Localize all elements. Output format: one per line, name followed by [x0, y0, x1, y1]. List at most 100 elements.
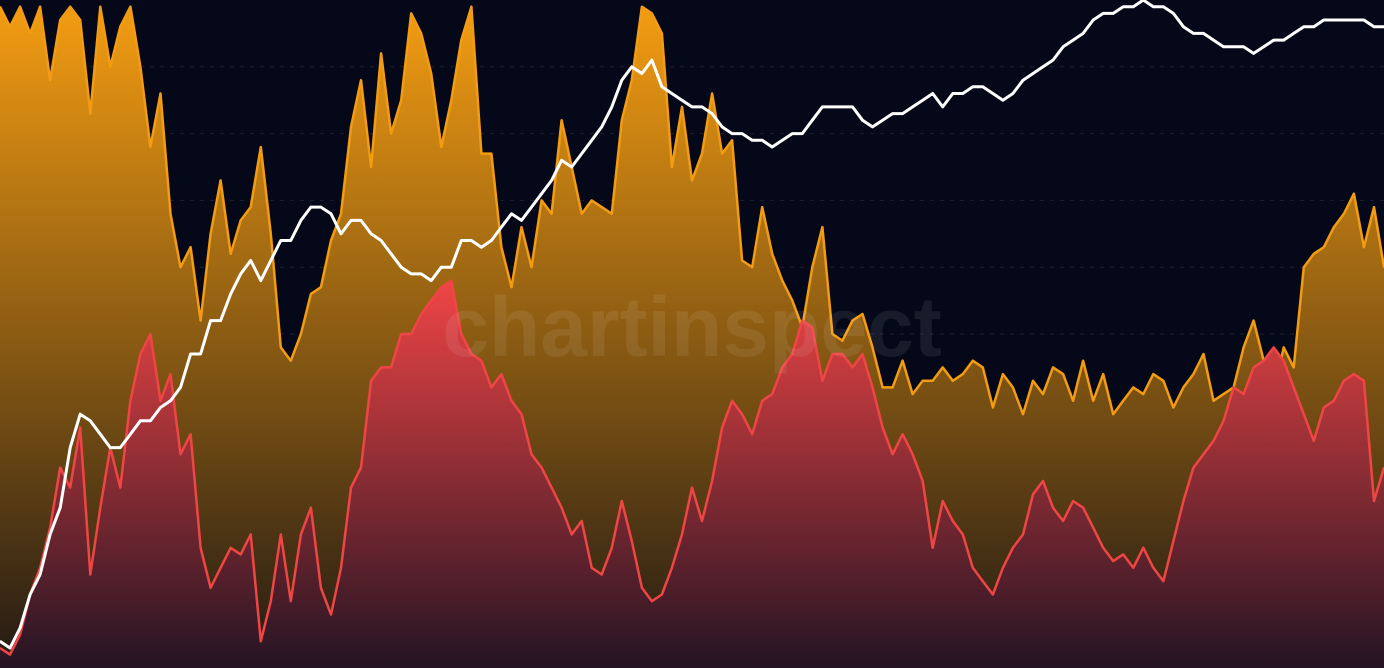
series-2-point — [821, 106, 824, 108]
series-1-point — [440, 286, 443, 289]
series-0-point — [781, 279, 784, 282]
series-0-point — [440, 146, 443, 148]
series-2-point — [430, 279, 433, 282]
series-2-point — [1092, 19, 1094, 21]
series-2-point — [89, 420, 92, 422]
series-0-point — [711, 92, 713, 95]
series-2-point — [159, 406, 162, 409]
series-1-point — [1182, 500, 1185, 502]
series-2-point — [550, 179, 553, 182]
series-0-point — [1353, 192, 1355, 195]
series-1-point — [1363, 380, 1365, 382]
series-1-point — [881, 426, 884, 429]
series-0-point — [761, 206, 763, 208]
series-1-point — [811, 326, 814, 329]
series-1-point — [1323, 406, 1325, 409]
series-2-point — [310, 206, 312, 208]
series-0-point — [310, 293, 312, 295]
series-2-point — [631, 66, 633, 68]
series-0-point — [540, 199, 543, 202]
series-1-point — [791, 353, 794, 355]
series-0-point — [219, 179, 222, 182]
series-0-point — [681, 106, 683, 108]
series-0-point — [911, 393, 914, 395]
series-0-point — [1282, 346, 1285, 349]
series-1-point — [1272, 346, 1275, 349]
series-2-point — [1142, 0, 1145, 1]
series-0-point — [1303, 266, 1305, 269]
series-0-point — [119, 25, 122, 28]
series-1-point — [721, 426, 723, 429]
series-1-point — [681, 533, 683, 536]
series-0-point — [109, 66, 112, 68]
series-0-point — [520, 226, 523, 228]
series-2-point — [129, 433, 132, 436]
series-0-point — [199, 319, 202, 322]
series-0-point — [1162, 380, 1165, 382]
series-1-point — [280, 533, 282, 536]
series-0-point — [901, 359, 904, 362]
series-0-point — [49, 79, 51, 81]
series-0-point — [641, 5, 643, 8]
series-1-area — [0, 280, 1384, 668]
series-2-point — [1363, 19, 1365, 21]
series-0-point — [169, 213, 172, 215]
series-2-point — [761, 139, 763, 142]
series-1-point — [1112, 560, 1114, 562]
series-0-point — [590, 199, 593, 202]
series-1-point — [1282, 359, 1285, 362]
series-1-point — [290, 600, 292, 602]
series-1-point — [229, 547, 232, 549]
series-2-point — [1343, 19, 1345, 21]
series-1-point — [771, 393, 773, 395]
series-0-point — [1082, 359, 1084, 362]
series-2-point — [139, 420, 142, 422]
series-0-point — [861, 313, 864, 315]
series-0-point — [1152, 373, 1155, 375]
series-2-point — [560, 159, 563, 162]
series-2-point — [9, 647, 11, 649]
series-0-point — [1343, 213, 1345, 215]
series-0-point — [721, 152, 723, 155]
series-2-point — [29, 593, 31, 596]
series-0-point — [290, 359, 292, 362]
series-2-point — [1353, 19, 1355, 21]
series-2-point — [510, 213, 513, 215]
series-2-point — [109, 446, 112, 449]
series-2-point — [831, 106, 834, 108]
series-2-point — [1212, 39, 1215, 41]
series-2-point — [871, 126, 874, 128]
series-1-point — [1373, 500, 1375, 502]
series-1-point — [169, 373, 172, 375]
series-2-point — [1052, 59, 1054, 61]
series-0-point — [1333, 226, 1335, 228]
series-1-point — [0, 647, 1, 649]
series-0-point — [39, 5, 41, 8]
series-1-point — [580, 520, 583, 522]
series-2-point — [350, 219, 352, 222]
series-2-point — [791, 132, 794, 135]
series-2-point — [1032, 72, 1034, 75]
series-2-point — [520, 219, 523, 222]
series-2-point — [731, 132, 733, 135]
series-2-point — [330, 213, 332, 215]
series-1-point — [420, 313, 423, 315]
series-1-point — [1132, 567, 1135, 569]
series-0-point — [1042, 393, 1044, 395]
series-1-point — [260, 640, 262, 643]
series-1-point — [9, 653, 11, 656]
series-0-point — [400, 99, 403, 101]
series-2-point — [1182, 25, 1185, 28]
series-0-point — [390, 132, 392, 135]
series-1-point — [330, 613, 332, 616]
series-2-point — [1252, 52, 1255, 55]
series-1-point — [430, 299, 433, 302]
series-0-point — [1032, 380, 1034, 382]
series-0-point — [89, 112, 92, 115]
series-1-point — [530, 453, 533, 456]
series-0-point — [430, 72, 433, 75]
series-2-point — [360, 219, 362, 222]
series-1-point — [761, 400, 763, 402]
series-0-point — [731, 139, 733, 142]
